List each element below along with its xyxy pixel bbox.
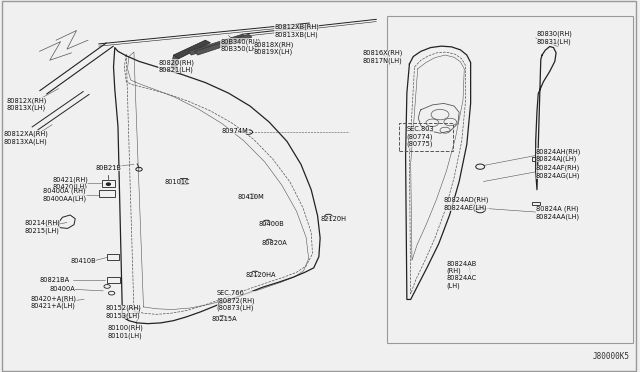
Polygon shape [173,40,211,59]
Text: 80824A (RH)
80824AA(LH): 80824A (RH) 80824AA(LH) [536,206,580,220]
Text: 80812XB(RH)
80813XB(LH): 80812XB(RH) 80813XB(LH) [274,23,319,38]
Polygon shape [171,55,179,71]
Text: 80824AF(RH)
80824AG(LH): 80824AF(RH) 80824AG(LH) [536,165,580,179]
Text: 80820(RH)
80821(LH): 80820(RH) 80821(LH) [158,59,194,73]
Text: 80830(RH)
80831(LH): 80830(RH) 80831(LH) [537,31,573,45]
Bar [102,180,115,187]
Bar [107,277,120,283]
Text: 80820A: 80820A [262,240,287,246]
Text: 80400A (RH)
80400AA(LH): 80400A (RH) 80400AA(LH) [43,188,87,202]
Circle shape [106,183,110,185]
Text: 80816X(RH)
80817N(LH): 80816X(RH) 80817N(LH) [362,49,403,64]
Text: SEC.803
(80774)
(80775): SEC.803 (80774) (80775) [407,126,435,147]
Text: 80824AD(RH)
80824AE(LH): 80824AD(RH) 80824AE(LH) [444,197,489,211]
Text: 80B21B: 80B21B [95,165,122,171]
Bar [180,178,187,184]
Text: 80400B: 80400B [259,221,284,227]
Text: 80812XA(RH)
80813XA(LH): 80812XA(RH) 80813XA(LH) [3,131,48,145]
Text: 80974M: 80974M [222,128,249,134]
Text: 80824AB
(RH)
80824AC
(LH): 80824AB (RH) 80824AC (LH) [447,260,477,289]
Text: 82120H: 82120H [320,216,346,222]
Text: 80B340(RH)
80B350(LH): 80B340(RH) 80B350(LH) [220,38,260,52]
Text: 80824AH(RH)
80824AJ(LH): 80824AH(RH) 80824AJ(LH) [536,148,581,163]
Text: 80215A: 80215A [212,316,237,322]
Polygon shape [195,34,252,55]
Text: 80818X(RH)
80819X(LH): 80818X(RH) 80819X(LH) [254,41,294,55]
Polygon shape [188,34,246,55]
Bar [127,308,139,313]
Bar [532,202,540,205]
Text: 80100(RH)
80101(LH): 80100(RH) 80101(LH) [107,325,143,339]
Bar [99,190,115,197]
Text: 80421(RH)
80420(LH): 80421(RH) 80420(LH) [52,176,88,190]
Text: 80821BA: 80821BA [40,277,70,283]
Text: 80400A: 80400A [49,286,75,292]
Text: 80410M: 80410M [237,194,264,200]
Text: 80152(RH)
80153(LH): 80152(RH) 80153(LH) [105,305,141,319]
Text: 80214(RH)
80215(LH): 80214(RH) 80215(LH) [24,220,60,234]
Text: 80101C: 80101C [164,179,190,185]
Text: 80410B: 80410B [70,258,96,264]
Bar [107,254,118,260]
Text: J80000K5: J80000K5 [593,352,630,361]
Text: SEC.766
(80872(RH)
(80873(LH): SEC.766 (80872(RH) (80873(LH) [217,290,255,311]
Bar [532,157,540,161]
Text: 82120HA: 82120HA [246,272,276,278]
Text: 80420+A(RH)
80421+A(LH): 80420+A(RH) 80421+A(LH) [31,295,77,309]
Text: 80812X(RH)
80813X(LH): 80812X(RH) 80813X(LH) [6,97,47,111]
